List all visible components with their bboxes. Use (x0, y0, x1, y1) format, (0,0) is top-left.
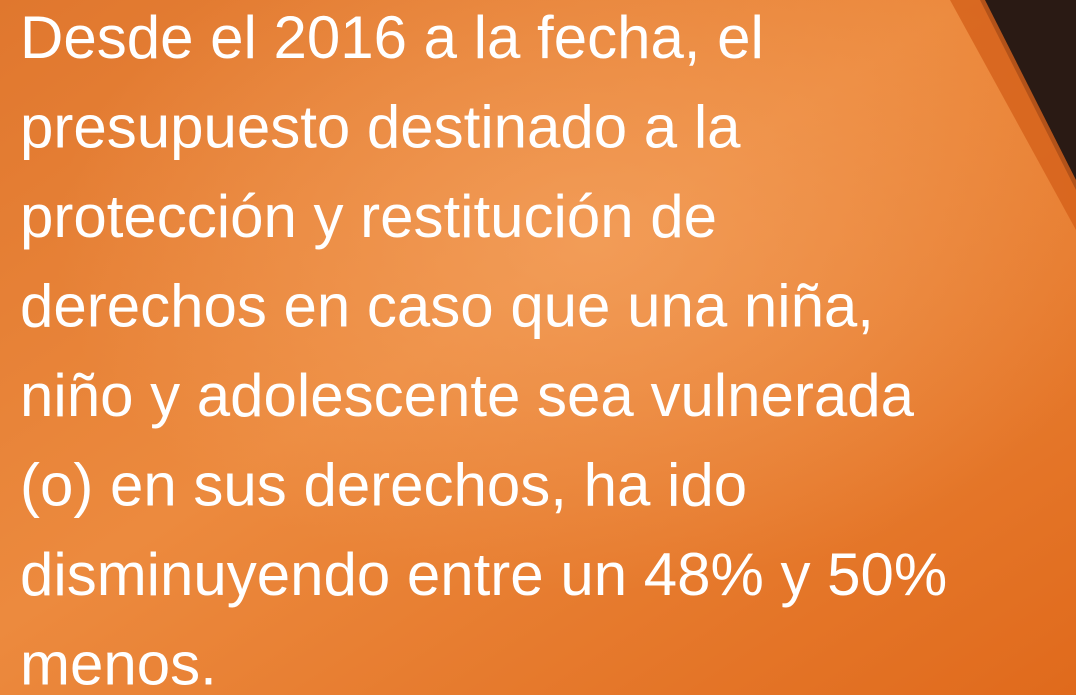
text-line: presupuesto destinado a la (20, 93, 741, 160)
corner-edge (950, 0, 1076, 230)
paragraph: Desde el 2016 a la fecha, el presupuesto … (20, 4, 947, 695)
text-line: (o) en sus derechos, ha ido (20, 451, 747, 518)
text-line: disminuyendo entre un 48% y 50% (20, 541, 947, 608)
text-line: derechos en caso que una niña, (20, 272, 874, 339)
text-line: protección y restitución de (20, 183, 717, 250)
text-line: menos. (20, 630, 217, 695)
text-line: niño y adolescente sea vulnerada (20, 362, 915, 429)
text-line: Desde el 2016 a la fecha, el (20, 4, 764, 71)
